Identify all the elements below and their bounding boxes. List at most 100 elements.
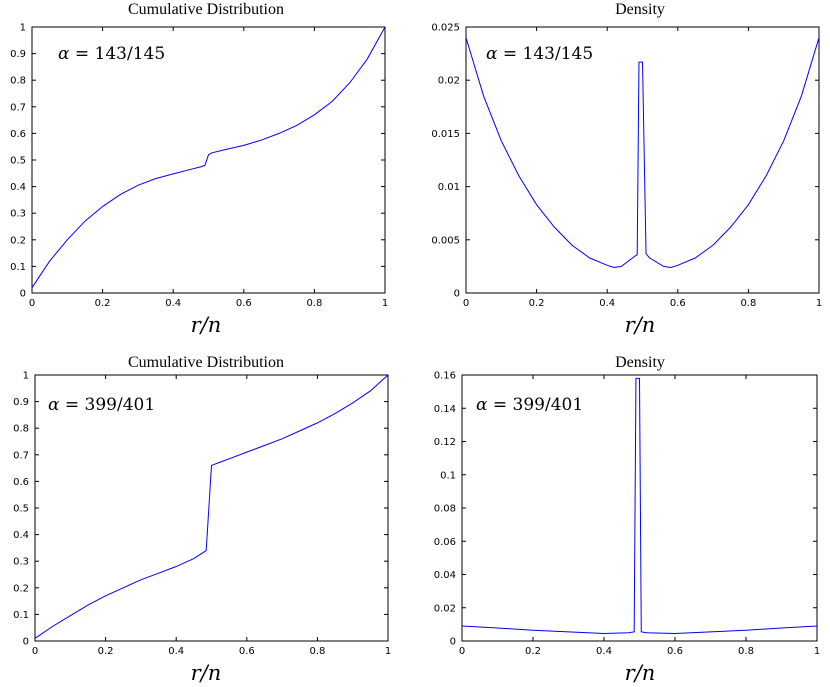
y-tick-label: 0.6 — [10, 129, 26, 140]
y-tick-label: 0.025 — [431, 23, 460, 34]
series-line — [465, 37, 820, 268]
y-tick-label: 0.3 — [13, 557, 29, 568]
alpha-annotation: α = 399/401 — [48, 395, 155, 415]
y-tick-label: 0.4 — [10, 182, 26, 193]
y-tick-label: 1 — [23, 371, 29, 382]
chart-title: Density — [615, 354, 665, 371]
x-tick-label: 0.6 — [670, 298, 686, 309]
y-tick-label: 0.6 — [13, 477, 29, 488]
x-axis-label: r/n — [191, 661, 222, 685]
y-tick-label: 0.2 — [10, 235, 26, 246]
alpha-symbol: α — [486, 44, 498, 64]
x-tick-label: 0.8 — [738, 646, 754, 657]
panel-cdf-399: Cumulative Distribution 0 0.1 0.2 0.3 0.4 0.5… — [13, 354, 391, 685]
y-tick-label: 0.005 — [431, 235, 460, 246]
y-tick-label: 0.4 — [13, 530, 29, 541]
x-tick-label: 0.6 — [236, 298, 252, 309]
y-tick-label: 0.16 — [434, 371, 456, 382]
x-tick-label: 0 — [463, 298, 469, 309]
y-tick-label: 0.5 — [10, 156, 26, 167]
x-tick-label: 0.6 — [239, 646, 255, 657]
alpha-value: = 399/401 — [59, 395, 155, 415]
y-tick-label: 0.2 — [13, 583, 29, 594]
x-tick-label: 0.8 — [306, 298, 322, 309]
y-tick-label: 0 — [20, 289, 26, 300]
y-tick-label: 0.01 — [438, 182, 460, 193]
y-tick-label: 0.3 — [10, 209, 26, 220]
x-tick-label: 0.4 — [596, 646, 612, 657]
alpha-value: = 399/401 — [487, 395, 583, 415]
y-axis: 0 0.1 0.2 0.3 0.4 0.5 0.6 0.7 0.8 0.9 1 — [13, 371, 388, 648]
y-tick-label: 1 — [20, 23, 26, 34]
y-tick-label: 0.8 — [10, 76, 26, 87]
y-tick-label: 0 — [454, 289, 460, 300]
y-tick-label: 0.04 — [434, 570, 456, 581]
chart-title: Density — [615, 1, 665, 18]
series-line — [34, 374, 389, 639]
y-tick-label: 0.015 — [431, 129, 460, 140]
x-tick-label: 1 — [385, 646, 391, 657]
x-tick-label: 0.4 — [165, 298, 181, 309]
panel-cdf-143: Cumulative Distribution 0 0.1 0.2 0.3 0.4 0.5… — [10, 1, 388, 337]
y-tick-label: 0.02 — [438, 76, 460, 87]
y-tick-label: 0.08 — [434, 504, 456, 515]
y-tick-label: 0.7 — [13, 450, 29, 461]
x-tick-label: 0.2 — [529, 298, 545, 309]
chart-title: Cumulative Distribution — [128, 1, 284, 18]
x-axis: 0 0.2 0.4 0.6 0.8 1 — [459, 375, 820, 657]
series-line — [461, 377, 818, 635]
x-tick-label: 0.4 — [168, 646, 184, 657]
y-tick-label: 0.5 — [13, 504, 29, 515]
y-tick-label: 0.7 — [10, 102, 26, 113]
x-tick-label: 1 — [382, 298, 388, 309]
y-tick-label: 0.12 — [434, 437, 456, 448]
y-tick-label: 0 — [450, 637, 456, 648]
x-tick-label: 0.8 — [309, 646, 325, 657]
x-tick-label: 1 — [816, 298, 822, 309]
y-tick-label: 0.1 — [440, 470, 456, 481]
plot-frame — [465, 26, 820, 294]
alpha-annotation: α = 399/401 — [476, 395, 583, 415]
x-axis-label: r/n — [625, 313, 656, 337]
x-tick-label: 1 — [814, 646, 820, 657]
x-tick-label: 0.2 — [98, 646, 114, 657]
alpha-annotation: α = 143/145 — [58, 44, 165, 64]
y-tick-label: 0.1 — [10, 262, 26, 273]
x-axis: 0 0.2 0.4 0.6 0.8 1 — [32, 375, 391, 657]
x-tick-label: 0.8 — [740, 298, 756, 309]
series-line — [31, 26, 386, 288]
x-axis: 0 0.2 0.4 0.6 0.8 1 — [29, 27, 388, 309]
alpha-symbol: α — [476, 395, 488, 415]
panel-density-143: Density 0 0.005 0.01 0.015 0.02 0.025 0 0.2 0.4… — [431, 1, 822, 337]
x-tick-label: 0 — [29, 298, 35, 309]
y-axis: 0 0.1 0.2 0.3 0.4 0.5 0.6 0.7 0.8 0.9 1 — [10, 23, 385, 300]
x-axis-label: r/n — [625, 661, 656, 685]
y-tick-label: 0.9 — [10, 49, 26, 60]
y-tick-label: 0.8 — [13, 424, 29, 435]
y-tick-label: 0.06 — [434, 537, 456, 548]
plot-frame — [31, 26, 386, 294]
x-tick-label: 0 — [32, 646, 38, 657]
y-tick-label: 0.14 — [434, 404, 456, 415]
x-axis-label: r/n — [191, 313, 222, 337]
chart-title: Cumulative Distribution — [128, 354, 284, 371]
y-tick-label: 0.1 — [13, 610, 29, 621]
x-tick-label: 0.2 — [525, 646, 541, 657]
x-tick-label: 0.2 — [95, 298, 111, 309]
x-tick-label: 0 — [459, 646, 465, 657]
y-tick-label: 0.02 — [434, 603, 456, 614]
alpha-value: = 143/145 — [497, 44, 593, 64]
x-axis: 0 0.2 0.4 0.6 0.8 1 — [463, 27, 822, 309]
y-tick-label: 0 — [23, 637, 29, 648]
alpha-symbol: α — [48, 395, 60, 415]
x-tick-label: 0.6 — [667, 646, 683, 657]
x-tick-label: 0.4 — [599, 298, 615, 309]
alpha-value: = 143/145 — [69, 44, 165, 64]
y-axis: 0 0.005 0.01 0.015 0.02 0.025 — [431, 23, 819, 300]
y-tick-label: 0.9 — [13, 397, 29, 408]
alpha-annotation: α = 143/145 — [486, 44, 593, 64]
y-axis: 0 0.02 0.04 0.06 0.08 0.1 0.12 0.14 0.16 — [434, 371, 817, 648]
panel-density-399: Density 0 0.02 0.04 0.06 0.08 0.1 0.12 0.14 0.16… — [434, 354, 820, 685]
alpha-symbol: α — [58, 44, 70, 64]
